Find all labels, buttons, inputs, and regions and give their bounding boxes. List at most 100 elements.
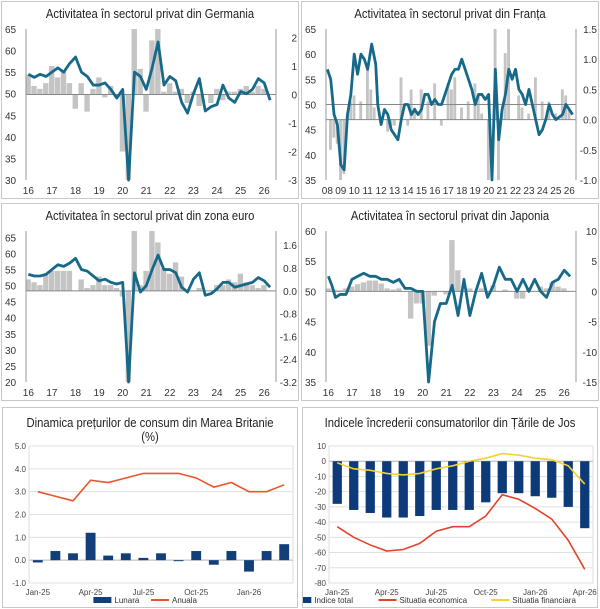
- y-tick-label: 4.0: [15, 465, 27, 474]
- x-tick-label: 24: [211, 388, 223, 399]
- bar: [530, 461, 540, 497]
- bar: [342, 119, 346, 174]
- right-tick-label: 0: [591, 287, 597, 298]
- right-tick-label: 0.8: [283, 264, 297, 275]
- bar: [25, 279, 31, 291]
- bar: [102, 285, 108, 291]
- bar: [563, 461, 573, 507]
- x-tick-label: 12: [376, 186, 388, 197]
- x-tick-label: Apr-25: [375, 588, 400, 597]
- left-tick-label: 50: [5, 282, 17, 293]
- bar: [84, 94, 90, 112]
- bar: [279, 544, 290, 561]
- series-line: [37, 472, 285, 502]
- bar: [120, 553, 131, 561]
- x-tick-label: 08: [322, 186, 334, 197]
- x-tick-label: 23: [188, 388, 200, 399]
- right-tick-label: 1.0: [583, 55, 597, 66]
- bar: [431, 461, 441, 510]
- bar: [349, 101, 353, 120]
- left-tick-label: 35: [5, 154, 17, 165]
- x-tick-label: 14: [402, 186, 414, 197]
- x-tick-label: 20: [117, 186, 129, 197]
- bar: [214, 88, 220, 95]
- right-tick-label: -1.0: [580, 176, 598, 187]
- right-tick-label: 10: [586, 227, 598, 238]
- bar: [138, 557, 149, 561]
- legend-label: Lunara: [114, 596, 139, 605]
- right-tick-label: 2: [291, 34, 297, 45]
- bar: [219, 285, 226, 291]
- x-tick-label: 26: [559, 388, 571, 399]
- bar: [72, 94, 78, 109]
- x-tick-label: 16: [323, 388, 335, 399]
- y-tick-label: -1.0: [12, 579, 26, 588]
- bar: [352, 95, 356, 120]
- left-tick-label: 40: [305, 151, 317, 162]
- bar: [261, 285, 267, 291]
- bar: [54, 77, 61, 95]
- bar: [517, 95, 521, 120]
- bar: [407, 291, 414, 319]
- bar: [173, 560, 184, 562]
- right-tick-label: 5: [591, 257, 597, 268]
- bar: [514, 291, 520, 299]
- x-tick-label: 10: [349, 186, 361, 197]
- x-tick-label: 17: [46, 186, 58, 197]
- bar: [243, 85, 249, 95]
- bar: [449, 240, 455, 292]
- right-tick-label: -10: [583, 348, 598, 359]
- bar: [413, 291, 420, 304]
- x-tick-label: Oct-25: [184, 588, 209, 597]
- x-tick-label: 21: [141, 186, 153, 197]
- x-tick-label: 25: [550, 186, 562, 197]
- left-tick-label: 55: [5, 266, 17, 277]
- bar: [60, 270, 67, 291]
- right-tick-label: 0.0: [583, 116, 597, 127]
- chart-title: Activitatea în sectorul privat din zona …: [45, 209, 255, 223]
- pmi-line: [326, 42, 574, 182]
- legend-label: Indice total: [314, 596, 353, 605]
- y-tick-label: -10: [314, 472, 326, 481]
- right-tick-label: -1.6: [280, 332, 298, 343]
- x-tick-label: 19: [470, 186, 482, 197]
- right-tick-label: -2.4: [280, 355, 298, 366]
- pmi-line: [27, 253, 272, 384]
- x-tick-label: 23: [188, 186, 200, 197]
- chart-plot: 35 40 45 50 55 60 65 -1.0 -0.5 0.0 0.5 1.0 1.5 08 09 10…: [305, 25, 598, 197]
- bar: [527, 113, 531, 120]
- bar: [413, 107, 416, 120]
- left-tick-label: 45: [5, 298, 17, 309]
- bar: [48, 66, 55, 95]
- left-tick-label: 25: [5, 362, 17, 373]
- bar: [348, 286, 355, 292]
- bar: [543, 288, 549, 292]
- bar: [191, 551, 202, 561]
- x-tick-label: 24: [211, 186, 223, 197]
- bar: [378, 283, 384, 292]
- bar: [455, 270, 461, 292]
- left-tick-label: 60: [305, 50, 317, 61]
- chart-plot: -80 -70 -60 -50 -40 -30 -20 -10 0 10 Jan-25 Apr-25 J…: [303, 442, 597, 605]
- bar: [354, 284, 361, 292]
- bar: [66, 270, 73, 291]
- right-tick-label: -15: [583, 378, 598, 389]
- y-tick-label: 5.0: [15, 442, 27, 451]
- bar: [243, 282, 249, 291]
- bar: [464, 461, 474, 510]
- bar: [426, 101, 430, 120]
- bar: [43, 273, 49, 291]
- bar: [567, 107, 571, 120]
- bar: [178, 88, 185, 95]
- bar: [161, 91, 167, 95]
- x-tick-label: 16: [23, 186, 35, 197]
- bar: [68, 553, 78, 561]
- left-tick-label: 50: [5, 90, 17, 101]
- y-tick-label: -50: [314, 533, 326, 542]
- bar: [446, 83, 450, 120]
- bar: [390, 289, 396, 292]
- bar: [443, 291, 449, 295]
- bar: [398, 461, 408, 518]
- chart-uk-cpi: Dinamica prețurilor de consum din Marea …: [2, 407, 298, 608]
- x-tick-label: 16: [23, 388, 35, 399]
